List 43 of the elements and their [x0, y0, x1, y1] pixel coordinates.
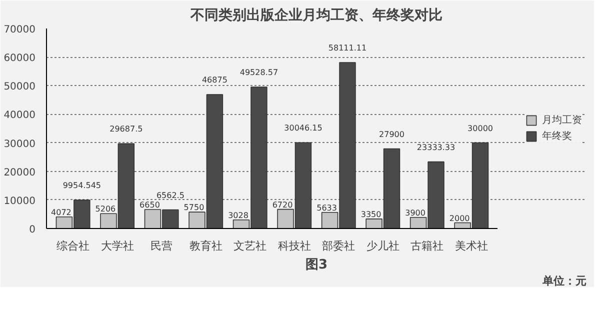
- data-label: 2000: [449, 214, 470, 223]
- x-tick-label: 文艺社: [234, 240, 267, 252]
- data-label: 4072: [51, 208, 72, 217]
- data-label: 29687.5: [110, 124, 143, 134]
- data-label: 46875: [202, 76, 228, 85]
- x-tick-label: 古籍社: [410, 240, 444, 252]
- data-label: 6650: [140, 200, 160, 210]
- x-tick-label: 部委社: [322, 240, 356, 252]
- chart-title: 不同类别出版企业月均工资、年终奖对比: [190, 8, 442, 24]
- x-tick-label: 美术社: [454, 240, 488, 252]
- data-label: 27900: [379, 130, 404, 139]
- data-label: 30000: [468, 124, 493, 133]
- data-label: 9954.545: [62, 181, 101, 190]
- y-tick-label: 30000: [4, 138, 36, 150]
- x-tick-label: 综合社: [56, 240, 90, 252]
- data-label: 30046.15: [284, 124, 322, 133]
- data-label: 6562.5: [156, 190, 184, 200]
- data-label: 5206: [95, 204, 116, 214]
- caption: 图3: [305, 258, 328, 272]
- y-tick-label: 10000: [4, 196, 36, 207]
- x-tick-label: 科技社: [278, 240, 311, 252]
- data-label: 5633: [316, 203, 337, 212]
- x-tick-label: 大学社: [100, 240, 134, 252]
- y-tick-label: 20000: [4, 167, 36, 178]
- text: 单位：元: [542, 274, 586, 288]
- legend-label: 年终奖: [542, 130, 572, 143]
- y-tick-label: 60000: [4, 53, 36, 64]
- x-tick-label: 教育社: [189, 240, 222, 252]
- y-tick-label: 0: [29, 224, 36, 236]
- legend-label: 月均工资: [542, 114, 582, 127]
- x-tick-label: 民营: [150, 240, 173, 252]
- data-label: 3028: [228, 210, 248, 220]
- y-tick-label: 40000: [4, 110, 36, 122]
- data-label: 5750: [184, 203, 204, 212]
- data-label: 3350: [360, 210, 382, 219]
- data-label: 3900: [405, 208, 426, 218]
- data-label: 49528.57: [240, 68, 278, 77]
- x-tick-label: 少儿社: [366, 240, 400, 252]
- data-label: 6720: [272, 200, 293, 210]
- y-tick-label: 70000: [4, 24, 36, 36]
- data-label: 23333.33: [416, 142, 456, 152]
- y-tick-label: 50000: [4, 82, 36, 93]
- data-label: 58111.11: [328, 43, 367, 52]
